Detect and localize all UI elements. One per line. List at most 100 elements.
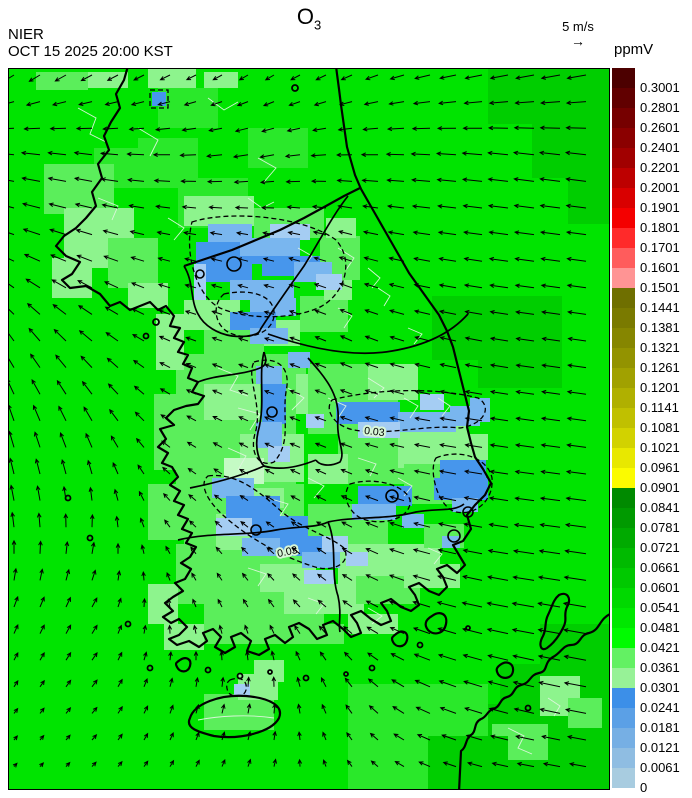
wind-vector-arrow	[214, 520, 223, 528]
wind-vector-arrow	[132, 334, 145, 342]
wind-vector-arrow	[195, 703, 200, 714]
wind-vector-arrow	[487, 203, 509, 209]
wind-vector-arrow	[264, 469, 275, 475]
wind-vector-arrow	[386, 126, 405, 132]
wind-vector-arrow	[155, 204, 171, 210]
wind-vector-arrow	[65, 734, 71, 741]
wind-vector-arrow	[89, 513, 95, 528]
wind-vector-arrow	[461, 177, 483, 183]
legend-color-block	[612, 428, 635, 448]
wind-vector-arrow	[389, 521, 405, 528]
wind-vector-arrow	[541, 310, 561, 315]
wind-vector-arrow	[132, 359, 145, 369]
wind-vector-arrow	[112, 461, 119, 475]
wind-vector-arrow	[514, 496, 535, 502]
wind-vector-arrow	[316, 573, 327, 581]
wind-vector-arrow	[35, 485, 41, 501]
wind-vector-arrow	[74, 202, 93, 209]
wind-vector-arrow	[339, 335, 353, 342]
concentration-cell	[248, 128, 308, 168]
county-boundary-line	[437, 397, 451, 417]
wind-vector-arrow	[514, 256, 535, 262]
wind-vector-arrow	[287, 230, 301, 236]
wind-vector-arrow	[365, 600, 379, 608]
county-boundary-line	[507, 727, 533, 755]
legend-label: 0.0721	[640, 540, 680, 555]
contour-line	[203, 474, 347, 570]
wind-vector-arrow	[85, 432, 93, 448]
wind-vector-arrow	[237, 310, 249, 315]
wind-vector-arrow	[538, 549, 561, 555]
wind-vector-arrow	[563, 654, 587, 661]
wind-vector-arrow	[412, 574, 431, 581]
wind-vector-arrow	[81, 380, 93, 395]
wind-vector-arrow	[413, 521, 431, 528]
wind-vector-arrow	[515, 363, 535, 369]
wind-reference-label: 5 m/s	[562, 19, 594, 34]
wind-vector-arrow	[113, 488, 119, 501]
wind-vector-arrow	[413, 653, 431, 661]
wind-vector-arrow	[564, 549, 587, 555]
wind-vector-arrow	[289, 336, 301, 342]
wind-vector-arrow	[343, 651, 353, 661]
wind-vector-arrow	[389, 442, 405, 448]
wind-vector-arrow	[488, 522, 509, 528]
wind-vector-arrow	[216, 572, 223, 581]
wind-vector-arrow	[568, 762, 587, 768]
wind-vector-arrow	[489, 416, 509, 422]
wind-vector-arrow	[388, 600, 405, 608]
wind-vector-arrow	[413, 309, 431, 315]
wind-vector-arrow	[487, 548, 509, 555]
wind-vector-arrow	[538, 150, 561, 156]
wind-vector-arrow	[184, 283, 197, 289]
wind-vector-arrow	[370, 760, 379, 767]
wind-vector-arrow	[439, 336, 457, 342]
island-outline	[152, 318, 160, 326]
wind-vector-arrow	[310, 178, 327, 184]
legend-color-block	[612, 88, 635, 108]
legend-label: 0.0241	[640, 700, 680, 715]
wind-vector-arrow	[25, 101, 41, 107]
island-outline	[267, 669, 273, 675]
wind-vector-arrow	[564, 522, 587, 528]
wind-vector-arrow	[130, 282, 145, 289]
county-boundary-line	[237, 407, 261, 431]
legend-label: 0.0361	[640, 660, 680, 675]
legend-label: 0.1081	[640, 420, 680, 435]
wind-vector-arrow	[462, 203, 483, 209]
wind-vector-arrow	[292, 599, 301, 608]
wind-vector-arrow	[90, 541, 96, 554]
wind-vector-arrow	[47, 176, 67, 182]
wind-vector-arrow	[366, 626, 379, 635]
legend-label: 0	[640, 780, 648, 795]
wind-vector-arrow	[186, 441, 197, 448]
wind-vector-arrow	[385, 152, 405, 157]
wind-vector-arrow	[312, 230, 327, 236]
wind-vector-arrow	[39, 679, 45, 688]
wind-vector-arrow	[341, 521, 353, 528]
wind-vector-arrow	[565, 469, 587, 475]
wind-vector-arrow	[392, 705, 405, 714]
concentration-cell	[36, 72, 88, 90]
wind-vector-arrow	[488, 707, 509, 714]
wind-vector-arrow	[265, 495, 275, 502]
wind-vector-arrow	[115, 542, 121, 554]
wind-vector-arrow	[49, 228, 67, 236]
wind-vector-arrow	[320, 676, 327, 688]
wind-vector-arrow	[215, 546, 223, 555]
wind-vector-arrow	[13, 595, 19, 608]
wind-vector-arrow	[489, 469, 509, 475]
wind-vector-arrow	[439, 443, 457, 448]
wind-vector-arrow	[566, 735, 587, 741]
legend-label: 0.0301	[640, 680, 680, 695]
wind-vector-arrow	[410, 151, 431, 157]
wind-vector-arrow	[364, 362, 379, 369]
wind-vector-arrow	[413, 443, 431, 448]
wind-vector-arrow	[272, 702, 277, 714]
wind-vector-arrow	[513, 230, 535, 236]
wind-vector-arrow	[386, 204, 405, 209]
legend-label: 0.2001	[640, 180, 680, 195]
wind-vector-arrow	[566, 283, 587, 289]
o3-concentration-map: 0.03 0.03	[0, 65, 614, 794]
wind-vector-arrow	[128, 126, 145, 132]
